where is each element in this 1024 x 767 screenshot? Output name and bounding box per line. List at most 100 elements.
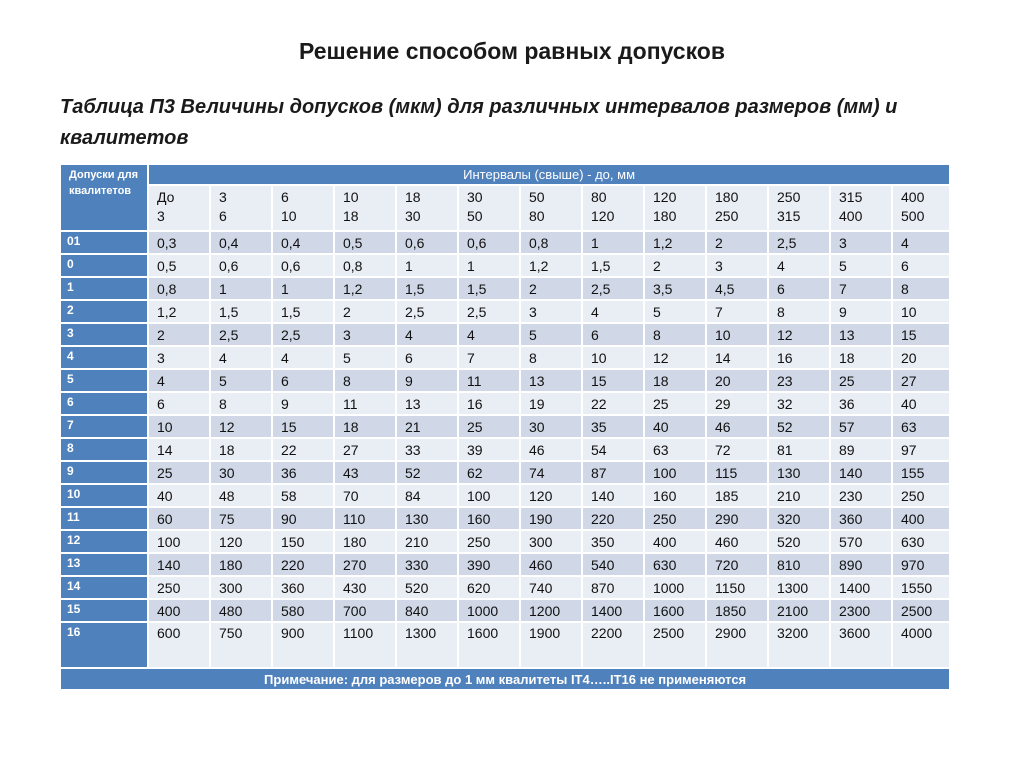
interval-to: 3	[157, 208, 165, 224]
interval-from: 180	[715, 189, 739, 205]
tolerance-cell: 0,8	[333, 253, 397, 278]
tolerance-cell: 130	[395, 506, 459, 531]
tolerance-cell: 97	[890, 437, 952, 462]
tolerance-cell: 4	[271, 345, 335, 370]
grade-label: 0	[59, 253, 149, 278]
tolerance-cell: 210	[767, 483, 831, 508]
tolerance-cell: 2,5	[395, 299, 459, 324]
interval-header-cell: 10 18	[333, 184, 397, 232]
tolerance-cell: 250	[457, 529, 521, 554]
tolerance-cell: 1	[271, 276, 335, 301]
table-title: Таблица П3 Величины допусков (мкм) для р…	[60, 96, 898, 149]
tolerance-cell: 32	[767, 391, 831, 416]
tolerance-cell: 140	[829, 460, 893, 485]
tolerance-cell: 700	[333, 598, 397, 623]
tolerance-cell: 89	[829, 437, 893, 462]
grade-label: 01	[59, 230, 149, 255]
tolerance-cell: 18	[829, 345, 893, 370]
tolerance-cell: 250	[890, 483, 952, 508]
interval-from: 80	[591, 189, 607, 205]
grade-label: 5	[59, 368, 149, 393]
interval-header-cell: 250 315	[767, 184, 831, 232]
tolerance-cell: 580	[271, 598, 335, 623]
table-row: 0 0,5 0,6 0,6 0,8 1 1 1,2 1,5 2 3 4 5 6	[59, 253, 952, 278]
tolerance-cell: 0,6	[271, 253, 335, 278]
tolerance-cell: 1850	[705, 598, 769, 623]
tolerance-cell: 6	[890, 253, 952, 278]
tolerance-cell: 3600	[829, 621, 893, 669]
tolerance-cell: 0,5	[147, 253, 211, 278]
tolerance-cell: 6	[147, 391, 211, 416]
tolerance-cell: 1,5	[581, 253, 645, 278]
tolerance-cell: 2,5	[457, 299, 521, 324]
tolerance-cell: 1,2	[333, 276, 397, 301]
tolerance-cell: 5	[829, 253, 893, 278]
interval-from: 30	[467, 189, 483, 205]
tolerance-cell: 4	[457, 322, 521, 347]
tolerance-cell: 270	[333, 552, 397, 577]
tolerance-cell: 25	[643, 391, 707, 416]
tolerance-cell: 2,5	[767, 230, 831, 255]
tolerance-cell: 1300	[395, 621, 459, 669]
tolerance-cell: 140	[147, 552, 211, 577]
tolerance-cell: 100	[147, 529, 211, 554]
interval-to: 400	[839, 208, 863, 224]
tolerance-cell: 3,5	[643, 276, 707, 301]
interval-from: 315	[839, 189, 863, 205]
grade-label: 12	[59, 529, 149, 554]
tolerance-cell: 320	[767, 506, 831, 531]
table-row: 13 140 180 220 270 330 390 460 540 630 720 810 890 97…	[59, 552, 952, 577]
interval-from: 3	[219, 189, 227, 205]
tolerance-cell: 3	[705, 253, 769, 278]
table-row: 10 40 48 58 70 84 100 120 140 160 185 210 230 250	[59, 483, 952, 508]
interval-from: 120	[653, 189, 677, 205]
table-row: 2 1,2 1,5 1,5 2 2,5 2,5 3 4 5 7 8 9 10	[59, 299, 952, 324]
tolerance-cell: 10	[147, 414, 211, 439]
tolerance-cell: 15	[890, 322, 952, 347]
tolerance-cell: 155	[890, 460, 952, 485]
tolerance-cell: 10	[890, 299, 952, 324]
tolerance-cell: 30	[209, 460, 273, 485]
tolerance-cell: 36	[829, 391, 893, 416]
grade-label: 11	[59, 506, 149, 531]
tolerance-cell: 740	[519, 575, 583, 600]
interval-to: 18	[343, 208, 359, 224]
interval-to: 250	[715, 208, 739, 224]
tolerance-cell: 1,5	[209, 299, 273, 324]
table-row: 9 25 30 36 43 52 62 74 87 100 115 130 140 155	[59, 460, 952, 485]
interval-header-cell: 400 500	[890, 184, 952, 232]
tolerance-cell: 22	[271, 437, 335, 462]
tolerance-cell: 520	[395, 575, 459, 600]
tolerance-cell: 46	[705, 414, 769, 439]
grade-label: 13	[59, 552, 149, 577]
tolerance-cell: 0,6	[457, 230, 521, 255]
tolerance-cell: 1550	[890, 575, 952, 600]
table-row: 4 3 4 4 5 6 7 8 10 12 14 16 18 20	[59, 345, 952, 370]
interval-to: 30	[405, 208, 421, 224]
tolerance-cell: 1,2	[519, 253, 583, 278]
tolerance-cell: 0,8	[147, 276, 211, 301]
interval-from: 6	[281, 189, 289, 205]
tolerance-cell: 1150	[705, 575, 769, 600]
tolerance-cell: 970	[890, 552, 952, 577]
tolerance-cell: 22	[581, 391, 645, 416]
interval-to: 50	[467, 208, 483, 224]
tolerance-cell: 75	[209, 506, 273, 531]
tolerance-cell: 2	[705, 230, 769, 255]
interval-from: 18	[405, 189, 421, 205]
tolerance-cell: 52	[395, 460, 459, 485]
tolerance-cell: 20	[705, 368, 769, 393]
interval-header-cell: До 3	[147, 184, 211, 232]
tolerance-cell: 1400	[829, 575, 893, 600]
table-row: 8 14 18 22 27 33 39 46 54 63 72 81 89 97	[59, 437, 952, 462]
tolerance-cell: 7	[705, 299, 769, 324]
tolerance-cell: 0,6	[209, 253, 273, 278]
tolerance-cell: 9	[395, 368, 459, 393]
interval-header-cell: 80 120	[581, 184, 645, 232]
table-row: 01 0,3 0,4 0,4 0,5 0,6 0,6 0,8 1 1,2 2 2,5 3 4	[59, 230, 952, 255]
tolerance-cell: 4	[581, 299, 645, 324]
tolerance-cell: 1,5	[395, 276, 459, 301]
tolerance-cell: 12	[643, 345, 707, 370]
tolerance-cell: 10	[705, 322, 769, 347]
tolerance-cell: 900	[271, 621, 335, 669]
